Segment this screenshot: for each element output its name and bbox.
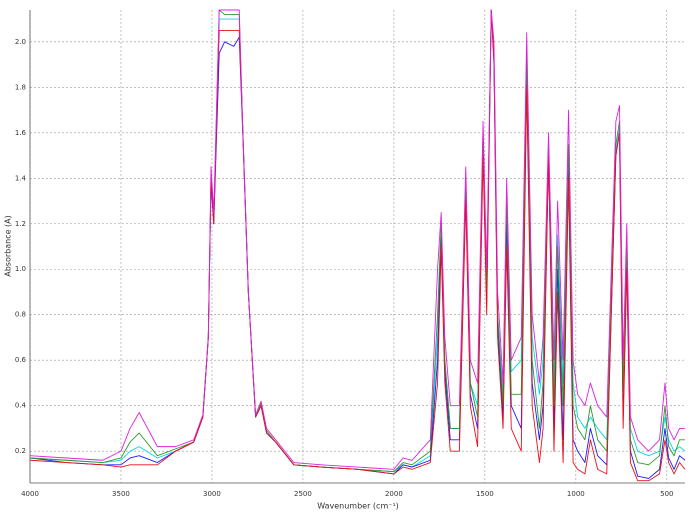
- y-tick-label: 1.4: [15, 174, 27, 182]
- spectrum-line: [29, 9, 685, 473]
- spectrum-line: [29, 9, 685, 470]
- x-tick-label: 4000: [21, 490, 39, 498]
- x-tick-label: 1500: [476, 490, 494, 498]
- x-tick-label: 3000: [203, 490, 221, 498]
- y-tick-label: 1.6: [15, 129, 27, 137]
- y-tick-label: 2.0: [15, 38, 26, 46]
- x-tick-label: 1000: [567, 490, 585, 498]
- spectrum-line: [29, 9, 686, 473]
- y-tick-label: 1.0: [15, 265, 26, 273]
- x-tick-label: 2000: [385, 490, 403, 498]
- x-tick-label: 500: [660, 490, 673, 498]
- y-tick-label: 0.2: [15, 447, 26, 455]
- y-tick-label: 0.6: [15, 356, 27, 364]
- y-tick-label: 1.8: [15, 83, 26, 91]
- y-tick-label: 0.8: [15, 311, 26, 319]
- spectrum-line: [29, 9, 686, 479]
- x-tick-label: 2500: [294, 490, 312, 498]
- x-tick-label: 3500: [112, 490, 130, 498]
- y-axis-label: Absorbance (A): [4, 215, 13, 277]
- spectrum-line: [29, 9, 686, 482]
- x-axis-label: Wavenumber (cm⁻¹): [317, 502, 399, 511]
- y-tick-label: 1.2: [15, 220, 26, 228]
- y-tick-label: 0.4: [15, 402, 27, 410]
